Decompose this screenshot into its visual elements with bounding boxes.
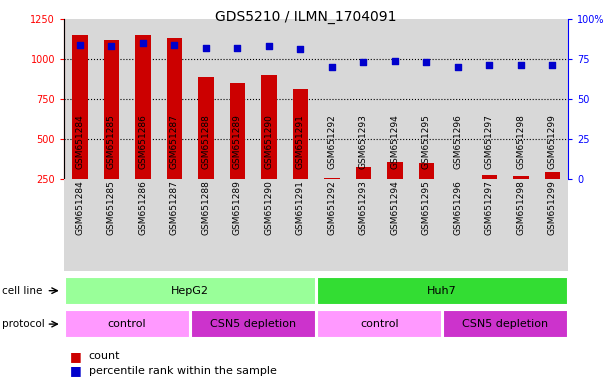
- Text: HepG2: HepG2: [171, 286, 209, 296]
- Text: count: count: [89, 351, 120, 361]
- Bar: [72, 35, 88, 218]
- Bar: [544, 172, 560, 218]
- Point: [201, 45, 211, 51]
- Bar: [167, 38, 182, 218]
- Point: [516, 62, 526, 68]
- Bar: [481, 175, 497, 218]
- Text: GSM651299: GSM651299: [548, 180, 557, 235]
- FancyBboxPatch shape: [65, 310, 189, 338]
- Text: GSM651291: GSM651291: [296, 180, 305, 235]
- Text: GSM651285: GSM651285: [107, 180, 116, 235]
- Text: GDS5210 / ILMN_1704091: GDS5210 / ILMN_1704091: [214, 10, 397, 23]
- Bar: [261, 75, 277, 218]
- Point: [75, 41, 85, 48]
- FancyBboxPatch shape: [65, 277, 315, 305]
- Bar: [387, 162, 403, 218]
- Bar: [135, 35, 151, 218]
- Point: [485, 62, 494, 68]
- Text: control: control: [108, 319, 147, 329]
- FancyBboxPatch shape: [443, 310, 568, 338]
- Text: GSM651286: GSM651286: [139, 180, 147, 235]
- Bar: [198, 76, 214, 218]
- Bar: [103, 40, 119, 218]
- Text: Huh7: Huh7: [427, 286, 457, 296]
- Point: [390, 58, 400, 64]
- FancyBboxPatch shape: [317, 310, 442, 338]
- FancyBboxPatch shape: [191, 310, 315, 338]
- Bar: [450, 180, 466, 218]
- Text: GSM651294: GSM651294: [390, 180, 400, 235]
- Text: cell line: cell line: [2, 286, 42, 296]
- Text: protocol: protocol: [2, 319, 45, 329]
- Bar: [419, 163, 434, 218]
- Text: GSM651290: GSM651290: [265, 180, 274, 235]
- Text: percentile rank within the sample: percentile rank within the sample: [89, 366, 276, 376]
- Point: [547, 62, 557, 68]
- Point: [296, 46, 306, 53]
- Point: [327, 64, 337, 70]
- Point: [264, 43, 274, 50]
- Text: CSN5 depletion: CSN5 depletion: [462, 319, 548, 329]
- Text: GSM651297: GSM651297: [485, 180, 494, 235]
- Point: [453, 64, 463, 70]
- Text: GSM651288: GSM651288: [202, 180, 210, 235]
- Text: GSM651295: GSM651295: [422, 180, 431, 235]
- Text: GSM651289: GSM651289: [233, 180, 242, 235]
- Bar: [356, 167, 371, 218]
- Bar: [230, 83, 245, 218]
- Point: [233, 45, 243, 51]
- Bar: [293, 89, 309, 218]
- Text: ■: ■: [70, 350, 82, 363]
- Point: [169, 41, 179, 48]
- Text: GSM651296: GSM651296: [453, 180, 463, 235]
- Text: ■: ■: [70, 364, 82, 377]
- Text: GSM651292: GSM651292: [327, 180, 337, 235]
- Bar: [324, 178, 340, 218]
- Point: [422, 59, 431, 65]
- Point: [138, 40, 148, 46]
- Text: CSN5 depletion: CSN5 depletion: [210, 319, 296, 329]
- Bar: [513, 176, 529, 218]
- Text: GSM651284: GSM651284: [75, 180, 84, 235]
- Text: control: control: [360, 319, 398, 329]
- FancyBboxPatch shape: [317, 277, 568, 305]
- Text: GSM651287: GSM651287: [170, 180, 179, 235]
- Point: [106, 43, 116, 50]
- Point: [359, 59, 368, 65]
- Text: GSM651293: GSM651293: [359, 180, 368, 235]
- Text: GSM651298: GSM651298: [516, 180, 525, 235]
